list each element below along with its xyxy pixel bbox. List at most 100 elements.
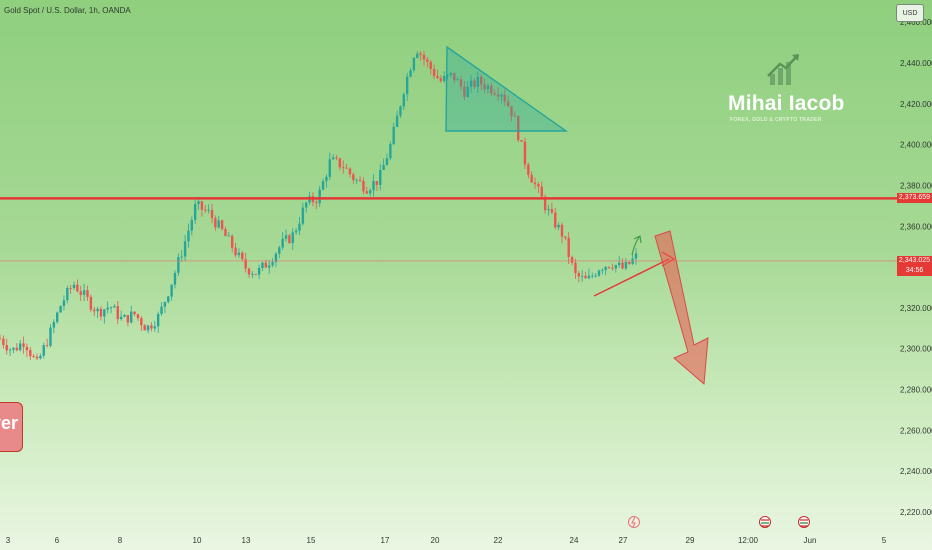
candle-body: [402, 94, 406, 107]
candle-body: [490, 85, 493, 94]
candle-body: [153, 326, 156, 329]
candle-body: [163, 302, 167, 307]
rising-trendline[interactable]: [593, 258, 670, 297]
candle-body: [439, 78, 443, 82]
descending-triangle[interactable]: [445, 45, 569, 132]
candle-body: [116, 306, 119, 320]
candle-body: [611, 267, 614, 269]
candle-body: [335, 157, 338, 159]
x-tick-label: 22: [494, 536, 503, 545]
resistance-price-tag: 2,373.659: [897, 193, 932, 204]
candle-body: [416, 53, 419, 58]
candle-body: [621, 262, 624, 269]
candle-body: [530, 174, 533, 183]
candle-body: [429, 61, 432, 70]
candle-body: [574, 262, 577, 274]
event-icons: [628, 516, 810, 528]
down-arrow[interactable]: [654, 230, 709, 386]
candle-body: [271, 262, 274, 266]
candle-body: [29, 350, 32, 357]
candle-body: [517, 116, 520, 141]
candle-body: [207, 209, 210, 211]
candle-body: [160, 306, 163, 314]
candle-body: [230, 235, 234, 248]
candle-body: [130, 311, 133, 323]
candle-body: [79, 291, 82, 295]
x-tick-label: 5: [882, 536, 887, 545]
candle-body: [446, 74, 449, 76]
candle-body: [180, 256, 183, 258]
candle-body: [601, 270, 604, 271]
y-tick-label: 2,380.000: [900, 181, 932, 190]
candle-body: [554, 212, 557, 228]
candle-body: [318, 189, 321, 204]
candle-body: [577, 273, 580, 277]
candle-body: [591, 275, 594, 277]
us-flag-icon[interactable]: [798, 516, 810, 528]
candle-body: [8, 349, 12, 351]
candle-body: [580, 275, 584, 277]
candle-body: [570, 257, 574, 263]
candle-body: [247, 268, 251, 275]
y-tick-label: 2,320.000: [900, 304, 932, 313]
news-flash-icon[interactable]: [628, 516, 640, 528]
candle-body: [594, 275, 597, 277]
current-price-tag: 2,343.025 34:56: [897, 255, 932, 276]
candle-body: [432, 69, 436, 77]
candle-body: [261, 262, 264, 268]
candle-body: [22, 343, 25, 347]
candle-body: [210, 209, 214, 219]
candle-body: [183, 241, 187, 257]
candle-body: [86, 290, 89, 297]
candle-body: [473, 80, 476, 87]
x-tick-label: 3: [6, 536, 11, 545]
us-flag-icon[interactable]: [759, 516, 771, 528]
x-tick-label: 12:00: [738, 536, 759, 545]
candle-body: [123, 315, 126, 317]
candle-body: [466, 86, 469, 97]
candle-body: [294, 230, 298, 233]
candle-body: [99, 308, 103, 317]
currency-button[interactable]: USD: [896, 4, 924, 22]
candle-body: [513, 116, 517, 117]
candle-body: [18, 343, 22, 351]
candle-body: [133, 311, 136, 315]
x-tick-label: 29: [686, 536, 695, 545]
y-tick-label: 2,460.000: [900, 18, 932, 27]
candle-body: [355, 179, 358, 181]
candle-body: [264, 262, 268, 268]
candle-body: [251, 274, 254, 275]
candle-body: [442, 75, 446, 82]
candle-body: [587, 275, 591, 279]
candle-body: [419, 53, 422, 55]
candle-body: [379, 169, 382, 185]
candle-body: [234, 247, 237, 256]
candle-body: [564, 236, 567, 238]
candle-body: [156, 313, 160, 327]
candle-body: [547, 209, 550, 211]
time-axis: 3 6 8 10 13 15 17 20 22 24 27 29 12:00 Jun 5: [6, 536, 887, 545]
candle-body: [42, 345, 45, 356]
candle-body: [503, 94, 506, 102]
candle-body: [372, 181, 375, 191]
candle-body: [140, 318, 143, 326]
candle-body: [409, 70, 412, 77]
x-tick-label: 8: [118, 536, 123, 545]
candle-body: [624, 261, 628, 269]
small-up-arrow[interactable]: [631, 235, 642, 256]
candle-body: [93, 309, 96, 312]
candle-body: [254, 274, 257, 275]
y-tick-label: 2,260.000: [900, 426, 932, 435]
candle-body: [52, 322, 56, 328]
candle-body: [523, 141, 527, 165]
y-tick-label: 2,440.000: [900, 59, 932, 68]
candle-body: [422, 54, 426, 60]
candle-body: [389, 144, 392, 159]
side-ribbon[interactable]: ver: [0, 402, 23, 452]
y-tick-label: 2,420.000: [900, 100, 932, 109]
candle-body: [284, 235, 288, 239]
candle-body: [399, 106, 402, 116]
x-tick-label: 13: [242, 536, 251, 545]
